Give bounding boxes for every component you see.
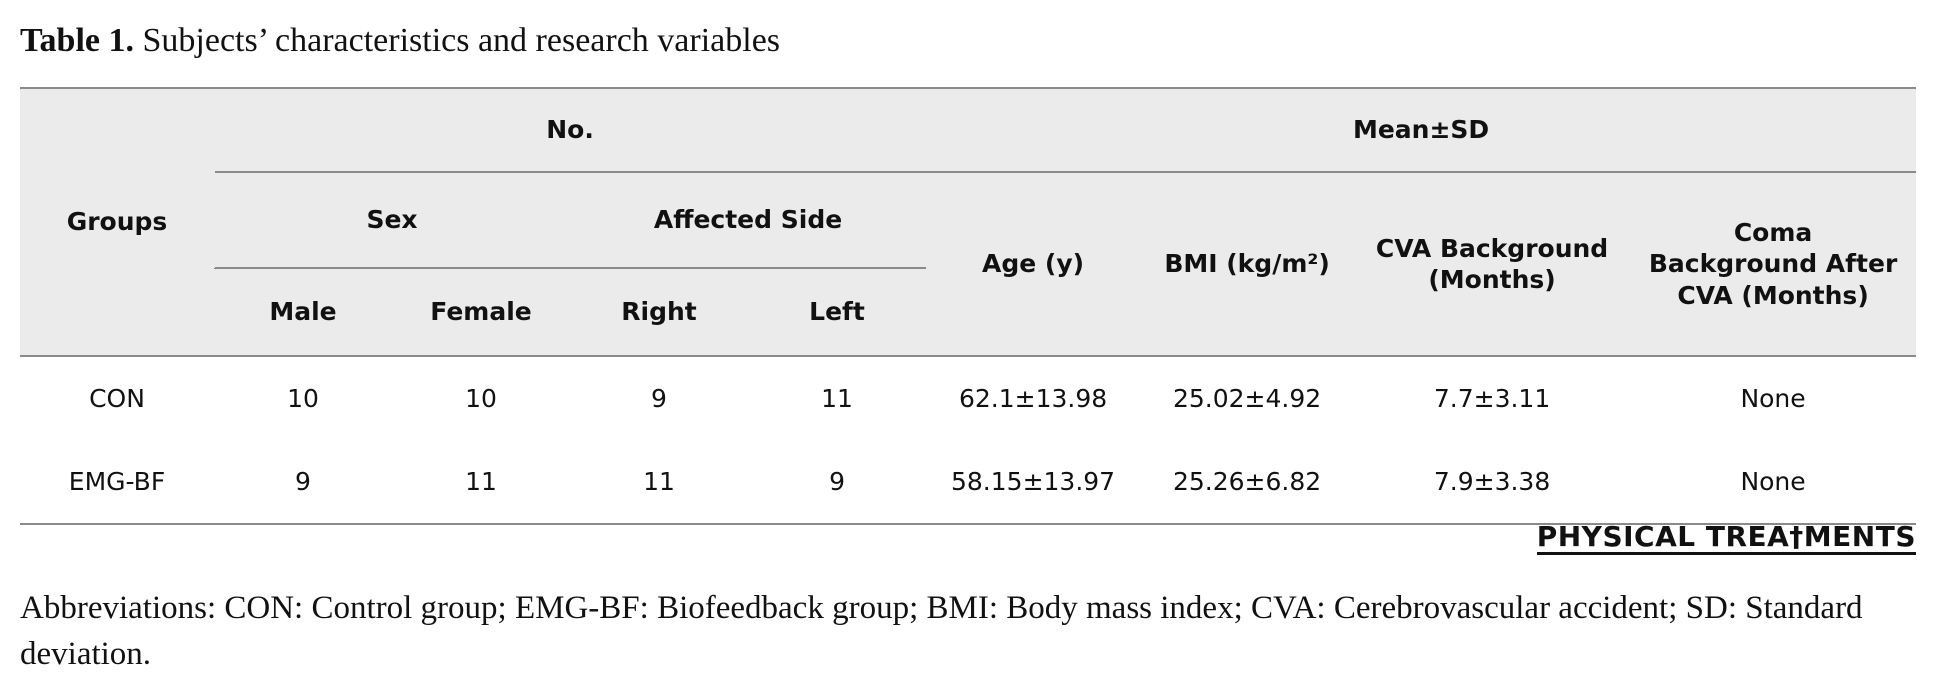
header-right: Right (570, 268, 748, 357)
cell-left: 11 (821, 384, 853, 413)
header-male: Male (214, 268, 392, 357)
header-bmi: BMI (kg/m²) (1140, 172, 1355, 357)
cell-female: 11 (392, 440, 570, 525)
header-groups: Groups (20, 87, 214, 357)
cell-male: 10 (287, 384, 319, 413)
header-cva-background: CVA Background (Months) (1354, 172, 1631, 357)
header-no: No. (214, 87, 927, 173)
header-mean-sd: Mean±SD (926, 87, 1917, 173)
abbreviations-note: Abbreviations: CON: Control group; EMG-B… (20, 590, 1863, 672)
cell-coma: None (1740, 384, 1806, 413)
cell-female: 10 (465, 384, 497, 413)
cell-age: 62.1±13.98 (958, 384, 1108, 413)
cell-left: 9 (748, 440, 927, 525)
cell-bmi: 25.02±4.92 (1172, 384, 1322, 413)
cell-age: 58.15±13.97 (926, 440, 1141, 525)
cell-cva: 7.7±3.11 (1433, 384, 1551, 413)
header-sex: Sex (214, 172, 570, 269)
header-left: Left (748, 268, 927, 357)
header-female: Female (392, 268, 570, 357)
table-caption: Table 1. Subjects’ characteristics and r… (20, 22, 780, 60)
rule-gap-2 (20, 265, 215, 268)
cell-group: EMG-BF (20, 440, 214, 525)
header-coma-background: Coma Background After CVA (Months) (1630, 172, 1917, 357)
cell-bmi: 25.26±6.82 (1140, 440, 1355, 525)
rule-gap-1 (20, 170, 215, 173)
table-caption-text: Subjects’ characteristics and research v… (134, 22, 781, 59)
publisher-logo: PHYSICAL TREA†MENTS (1536, 522, 1916, 556)
cell-cva: 7.9±3.38 (1354, 440, 1631, 525)
header-affected-side: Affected Side (570, 172, 927, 269)
cell-right: 11 (570, 440, 748, 525)
table-row: CON 10 10 9 11 62.1±13.98 25.02±4.92 7.7… (20, 356, 1916, 440)
header-age: Age (y) (926, 172, 1141, 357)
cell-coma: None (1630, 440, 1917, 525)
table-row: EMG-BF 9 11 11 9 58.15±13.97 25.26±6.82 … (20, 440, 1917, 525)
cell-right: 9 (651, 384, 667, 413)
table-caption-label: Table 1. (20, 22, 135, 59)
cell-male: 9 (214, 440, 392, 525)
characteristics-table: Groups No. Mean±SD Sex Affected Side Age… (20, 87, 1917, 525)
cell-group: CON (89, 384, 145, 413)
